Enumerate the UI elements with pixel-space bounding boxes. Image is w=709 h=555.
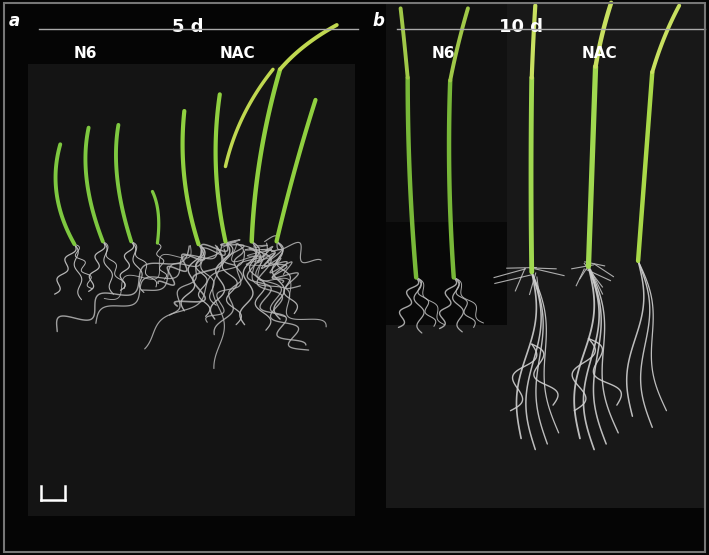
Text: b: b <box>372 12 384 30</box>
Text: N6: N6 <box>431 46 455 60</box>
Text: NAC: NAC <box>581 46 617 60</box>
Bar <box>386 3 705 508</box>
Text: a: a <box>9 12 20 30</box>
Bar <box>386 222 507 325</box>
Text: 10 d: 10 d <box>499 18 543 36</box>
Bar <box>386 3 507 325</box>
Bar <box>28 64 354 516</box>
Text: NAC: NAC <box>220 46 255 60</box>
Text: N6: N6 <box>73 46 97 60</box>
Text: 5 d: 5 d <box>172 18 203 36</box>
